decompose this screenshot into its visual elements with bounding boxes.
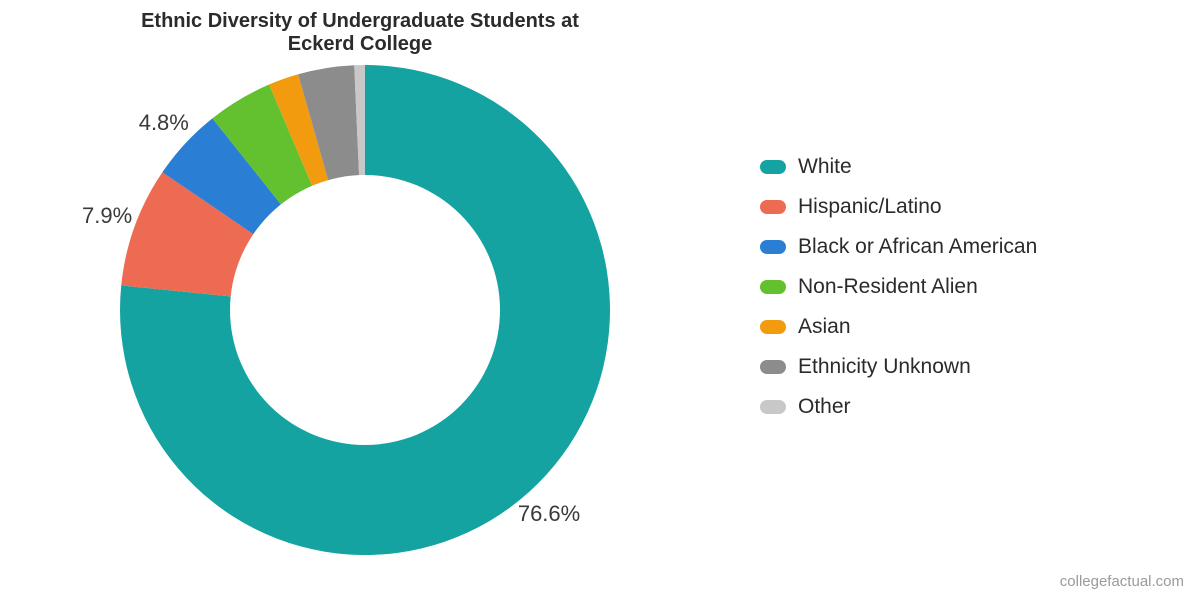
legend-item: Asian	[760, 315, 1037, 339]
slice-label: 4.8%	[139, 110, 189, 136]
legend-swatch	[760, 280, 786, 294]
legend-item: Other	[760, 395, 1037, 419]
legend-swatch	[760, 200, 786, 214]
attribution-text: collegefactual.com	[1060, 573, 1184, 590]
legend-swatch	[760, 360, 786, 374]
legend-label: Other	[798, 395, 851, 419]
legend: White Hispanic/Latino Black or African Ame…	[760, 155, 1037, 435]
legend-item: Ethnicity Unknown	[760, 355, 1037, 379]
legend-label: White	[798, 155, 852, 179]
chart-title-line2: Eckerd College	[0, 33, 720, 56]
legend-label: Hispanic/Latino	[798, 195, 942, 219]
chart-title: Ethnic Diversity of Undergraduate Studen…	[0, 10, 720, 56]
donut-chart: 76.6%7.9%4.8%	[120, 65, 610, 555]
legend-item: Black or African American	[760, 235, 1037, 259]
legend-label: Ethnicity Unknown	[798, 355, 971, 379]
legend-item: White	[760, 155, 1037, 179]
legend-item: Hispanic/Latino	[760, 195, 1037, 219]
legend-label: Black or African American	[798, 235, 1037, 259]
chart-title-line1: Ethnic Diversity of Undergraduate Studen…	[0, 10, 720, 33]
chart-container: Ethnic Diversity of Undergraduate Studen…	[0, 0, 1200, 600]
legend-swatch	[760, 400, 786, 414]
slice-label: 7.9%	[82, 203, 132, 229]
legend-label: Asian	[798, 315, 851, 339]
slice-label: 76.6%	[518, 501, 580, 527]
legend-label: Non-Resident Alien	[798, 275, 978, 299]
legend-swatch	[760, 240, 786, 254]
legend-swatch	[760, 160, 786, 174]
donut-hole	[230, 175, 500, 445]
legend-swatch	[760, 320, 786, 334]
legend-item: Non-Resident Alien	[760, 275, 1037, 299]
